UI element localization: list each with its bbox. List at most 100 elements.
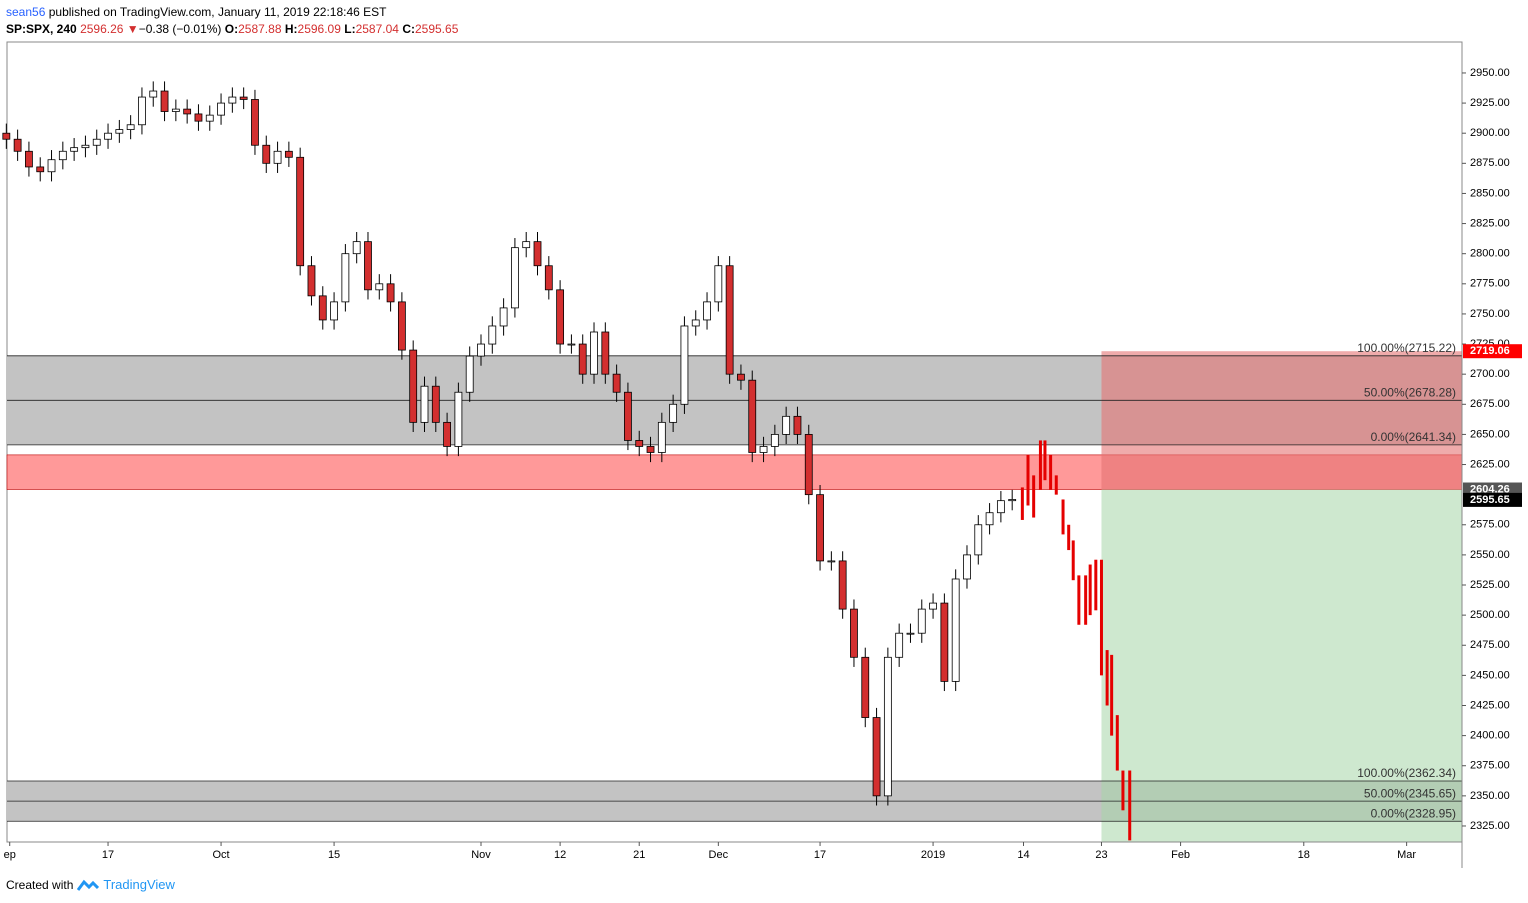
fib-label: 50.00%(2345.65)	[1364, 786, 1456, 800]
y-tick-label: 2825.00	[1470, 217, 1510, 229]
price-label-bg	[1463, 492, 1522, 507]
y-tick-label: 2650.00	[1470, 428, 1510, 440]
candle-body	[725, 265, 734, 375]
y-tick-label: 2900.00	[1470, 127, 1510, 139]
y-tick-label: 2850.00	[1470, 187, 1510, 199]
low-value: 2587.04	[355, 22, 399, 36]
candle-body	[70, 147, 79, 152]
candle-body	[228, 96, 237, 104]
x-tick-label: 14	[1017, 849, 1029, 861]
candle-body	[838, 560, 847, 610]
x-tick-label: Feb	[1171, 849, 1190, 861]
candle-body	[420, 385, 429, 423]
candle-body	[251, 99, 259, 146]
candle-body	[47, 159, 56, 173]
candle-body	[81, 144, 90, 149]
header-line-1: sean56 published on TradingView.com, Jan…	[6, 4, 458, 21]
y-tick-label: 2500.00	[1470, 609, 1510, 621]
candle-body	[544, 265, 553, 291]
x-tick-label: 21	[633, 849, 645, 861]
candle-body	[58, 150, 67, 161]
brand[interactable]: TradingView	[103, 877, 175, 892]
candle-body	[296, 156, 305, 267]
y-tick-label: 2750.00	[1470, 308, 1510, 320]
fib-label: 0.00%(2328.95)	[1371, 806, 1456, 820]
x-tick-label: 23	[1095, 849, 1107, 861]
author[interactable]: sean56	[6, 5, 46, 19]
y-tick-label: 2350.00	[1470, 790, 1510, 802]
x-tick-label: 2019	[921, 849, 945, 861]
candle-body	[657, 421, 666, 453]
y-tick-label: 2700.00	[1470, 368, 1510, 380]
candle-body	[646, 446, 655, 453]
candle-body	[590, 331, 598, 375]
y-tick-label: 2375.00	[1470, 760, 1510, 772]
x-tick-label: 17	[102, 849, 114, 861]
candle-body	[149, 90, 158, 98]
x-tick-label: Nov	[471, 849, 491, 861]
candle-body	[217, 102, 225, 116]
x-tick-label: ep	[4, 849, 16, 861]
y-tick-label: 2575.00	[1470, 519, 1510, 531]
candle-body	[194, 113, 203, 122]
candle-body	[872, 717, 881, 797]
symbol: SP:SPX, 240	[6, 22, 77, 36]
candle-body	[680, 325, 689, 405]
candle-body	[115, 129, 124, 134]
candle-body	[318, 295, 327, 321]
candle-body	[883, 656, 892, 797]
candle-body	[929, 602, 937, 610]
candle-body	[239, 96, 248, 100]
candle-body	[770, 434, 779, 447]
candle-body	[963, 554, 971, 580]
low-key: L:	[344, 22, 356, 36]
candle-body	[171, 108, 180, 112]
y-tick-label: 2425.00	[1470, 699, 1510, 711]
x-tick-label: 12	[554, 849, 566, 861]
candle-body	[782, 415, 791, 435]
price-label: 2604.26	[1470, 483, 1510, 495]
candle-body	[307, 265, 316, 297]
fib-label: 50.00%(2678.28)	[1364, 386, 1456, 400]
y-tick-label: 2950.00	[1470, 67, 1510, 79]
y-tick-label: 2800.00	[1470, 248, 1510, 260]
candle-body	[262, 144, 271, 164]
candle-body	[477, 343, 485, 357]
y-tick-label: 2925.00	[1470, 97, 1510, 109]
candle-body	[330, 301, 338, 321]
price-label-bg	[1463, 344, 1522, 359]
candle-body	[567, 343, 576, 346]
candle-body	[624, 391, 632, 441]
high-value: 2596.09	[297, 22, 341, 36]
candle-body	[160, 90, 169, 112]
logo-icon	[77, 879, 100, 891]
fib-label: 100.00%(2715.22)	[1357, 341, 1456, 355]
candle-body	[703, 301, 711, 321]
candle-body	[1008, 499, 1017, 502]
candle-body	[183, 108, 192, 115]
plot-layer: 100.00%(2715.22) 50.00%(2678.28) 0.00%(264…	[2, 81, 1463, 842]
y-tick-label: 2775.00	[1470, 278, 1510, 290]
candle-body	[36, 166, 45, 173]
y-tick-label: 2325.00	[1470, 820, 1510, 832]
candle-body	[341, 253, 350, 303]
candle-body	[737, 373, 745, 381]
candle-body	[951, 578, 960, 682]
change: −0.38 (−0.01%)	[138, 22, 222, 36]
y-tick-label: 2450.00	[1470, 669, 1510, 681]
x-tick-label: Oct	[212, 849, 229, 861]
candle-body	[386, 283, 395, 303]
candle-body	[13, 138, 22, 152]
candle-body	[431, 385, 440, 423]
y-tick-label: 2625.00	[1470, 458, 1510, 470]
candle-body	[273, 150, 282, 164]
close-key: C:	[402, 22, 415, 36]
candle-body	[714, 265, 723, 303]
candle-body	[578, 343, 587, 375]
last-price: 2596.26	[80, 22, 124, 36]
header-line-2: SP:SPX, 240 2596.26 ▼−0.38 (−0.01%) O:25…	[6, 21, 458, 38]
candle-body	[612, 373, 621, 393]
y-tick-label: 2675.00	[1470, 398, 1510, 410]
candle-body	[443, 421, 451, 447]
